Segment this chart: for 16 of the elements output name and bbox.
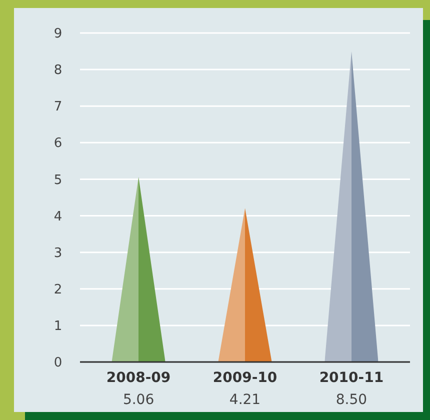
y-tick-label: 2: [54, 282, 62, 298]
y-tick-label: 7: [54, 100, 62, 115]
y-tick-label: 5: [54, 172, 62, 188]
y-tick-label: 4: [54, 209, 62, 224]
y-tick-label: 0: [54, 356, 62, 371]
y-tick-label: 6: [54, 136, 62, 152]
data-label: 8.50: [336, 392, 368, 408]
y-tick-label: 8: [54, 63, 62, 78]
y-tick-label: 1: [54, 318, 62, 334]
x-tick-label: 2008-09: [106, 370, 171, 386]
x-tick-label: 2009-10: [212, 370, 278, 386]
y-tick-label: 3: [54, 246, 62, 261]
x-tick-label: 2010-11: [319, 370, 384, 386]
y-tick-label: 9: [54, 26, 62, 42]
data-label: 4.21: [229, 392, 261, 408]
data-label: 5.06: [122, 392, 154, 408]
